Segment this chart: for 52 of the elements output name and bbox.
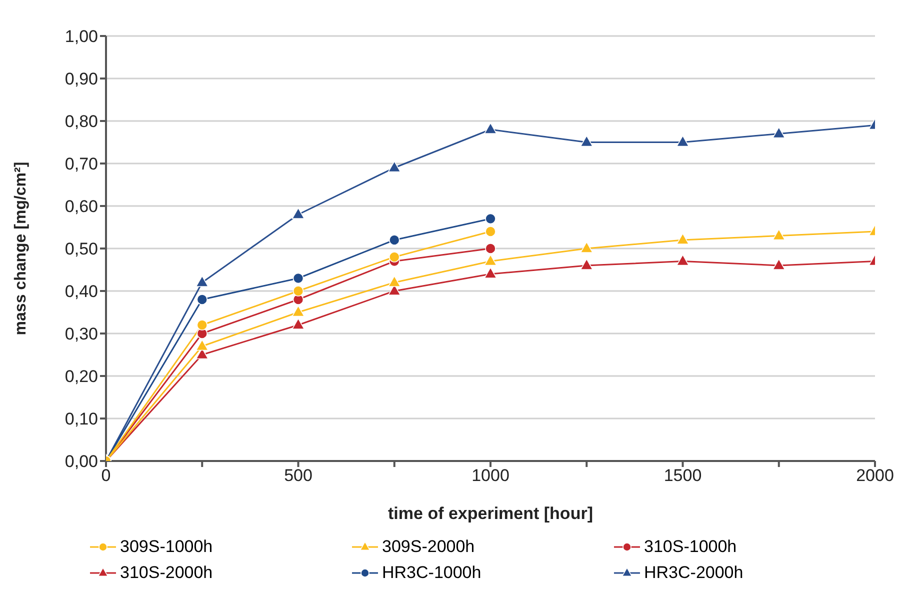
x-tick-label: 1000 [472, 466, 510, 486]
point [292, 318, 305, 330]
y-tick-label: 0,70 [64, 154, 98, 174]
point [484, 122, 497, 134]
point [772, 126, 786, 138]
point [484, 267, 497, 278]
point [580, 135, 594, 147]
point [580, 242, 594, 253]
legend-label: 309S-2000h [382, 537, 475, 557]
point [196, 339, 209, 351]
y-tick-label: 0,50 [64, 240, 98, 259]
point [485, 226, 496, 237]
point [196, 294, 208, 305]
point [196, 320, 208, 330]
point [292, 305, 305, 317]
y-tick-label: 0,80 [64, 112, 98, 132]
point [676, 135, 690, 147]
point [388, 276, 401, 287]
legend-label: 310S-2000h [120, 563, 213, 583]
y-tick-label: 0,00 [64, 452, 98, 472]
x-tick-label: 500 [284, 466, 312, 486]
point [196, 276, 209, 287]
y-tick-label: 0,40 [64, 282, 98, 302]
y-tick-label: 0,10 [64, 410, 98, 429]
y-axis-title: mass change [mg/cm²] [12, 162, 30, 336]
x-tick-label: 0 [101, 466, 111, 486]
y-tick-label: 0,90 [64, 70, 98, 89]
point [388, 160, 401, 172]
y-tick-label: 1,00 [64, 27, 98, 46]
point [292, 208, 305, 219]
point [676, 254, 690, 266]
point [485, 213, 496, 224]
y-tick-label: 0,30 [64, 324, 98, 344]
point [772, 258, 786, 270]
point [772, 228, 786, 240]
legend-label: HR3C-1000h [382, 563, 482, 583]
point [292, 272, 304, 284]
point [292, 286, 304, 296]
y-tick-label: 0,20 [64, 367, 98, 386]
x-tick-label: 1500 [664, 466, 702, 486]
x-tick-label: 2000 [856, 466, 894, 486]
point [676, 233, 690, 244]
point [388, 252, 400, 262]
point [484, 254, 497, 266]
legend-label: 310S-1000h [644, 537, 737, 557]
point [388, 234, 400, 246]
point [485, 243, 496, 254]
legend-label: 309S-1000h [120, 537, 213, 557]
point [580, 258, 594, 270]
legend-label: HR3C-2000h [644, 563, 744, 583]
x-axis-title: time of experiment [hour] [388, 504, 593, 523]
y-tick-label: 0,60 [64, 197, 98, 216]
